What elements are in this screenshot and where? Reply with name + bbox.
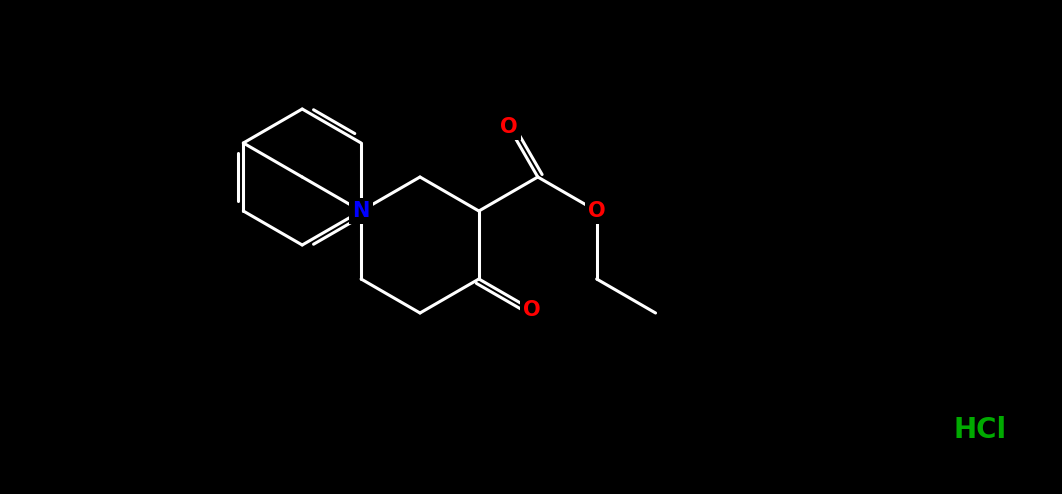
Text: HCl: HCl [954, 416, 1007, 444]
Text: N: N [353, 201, 370, 221]
Text: O: O [524, 299, 541, 320]
Text: O: O [500, 117, 517, 137]
Text: O: O [588, 201, 605, 221]
